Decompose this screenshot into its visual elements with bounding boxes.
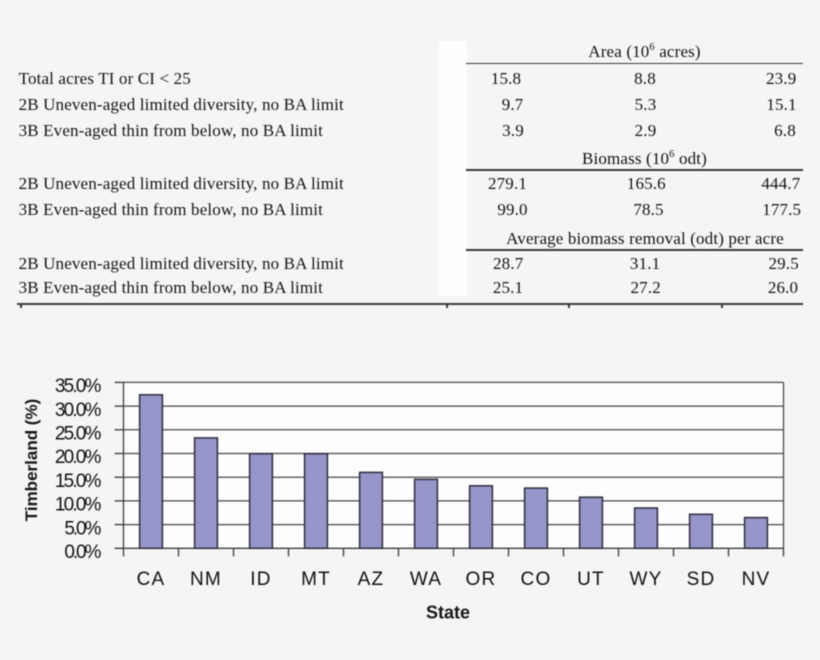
svg-text:NV: NV (742, 569, 771, 590)
svg-text:State: State (426, 603, 470, 623)
svg-text:10.0%: 10.0% (55, 495, 102, 516)
svg-text:CA: CA (137, 569, 166, 590)
svg-text:CO: CO (521, 569, 552, 590)
svg-text:NM: NM (190, 569, 222, 590)
svg-text:25.0%: 25.0% (55, 424, 102, 445)
svg-text:30.0%: 30.0% (55, 400, 102, 421)
svg-text:OR: OR (466, 569, 497, 590)
svg-text:SD: SD (687, 569, 716, 590)
svg-text:35.0%: 35.0% (55, 376, 102, 397)
svg-text:WA: WA (410, 569, 442, 590)
svg-text:ID: ID (250, 569, 271, 590)
svg-text:AZ: AZ (358, 569, 385, 590)
svg-text:Timberland (%): Timberland (%) (22, 399, 41, 521)
svg-text:WY: WY (629, 569, 662, 590)
svg-text:MT: MT (301, 569, 331, 590)
svg-text:0.0%: 0.0% (64, 542, 101, 563)
svg-text:5.0%: 5.0% (64, 518, 101, 539)
svg-text:15.0%: 15.0% (55, 471, 102, 492)
svg-text:20.0%: 20.0% (55, 447, 102, 468)
svg-text:UT: UT (577, 569, 605, 590)
